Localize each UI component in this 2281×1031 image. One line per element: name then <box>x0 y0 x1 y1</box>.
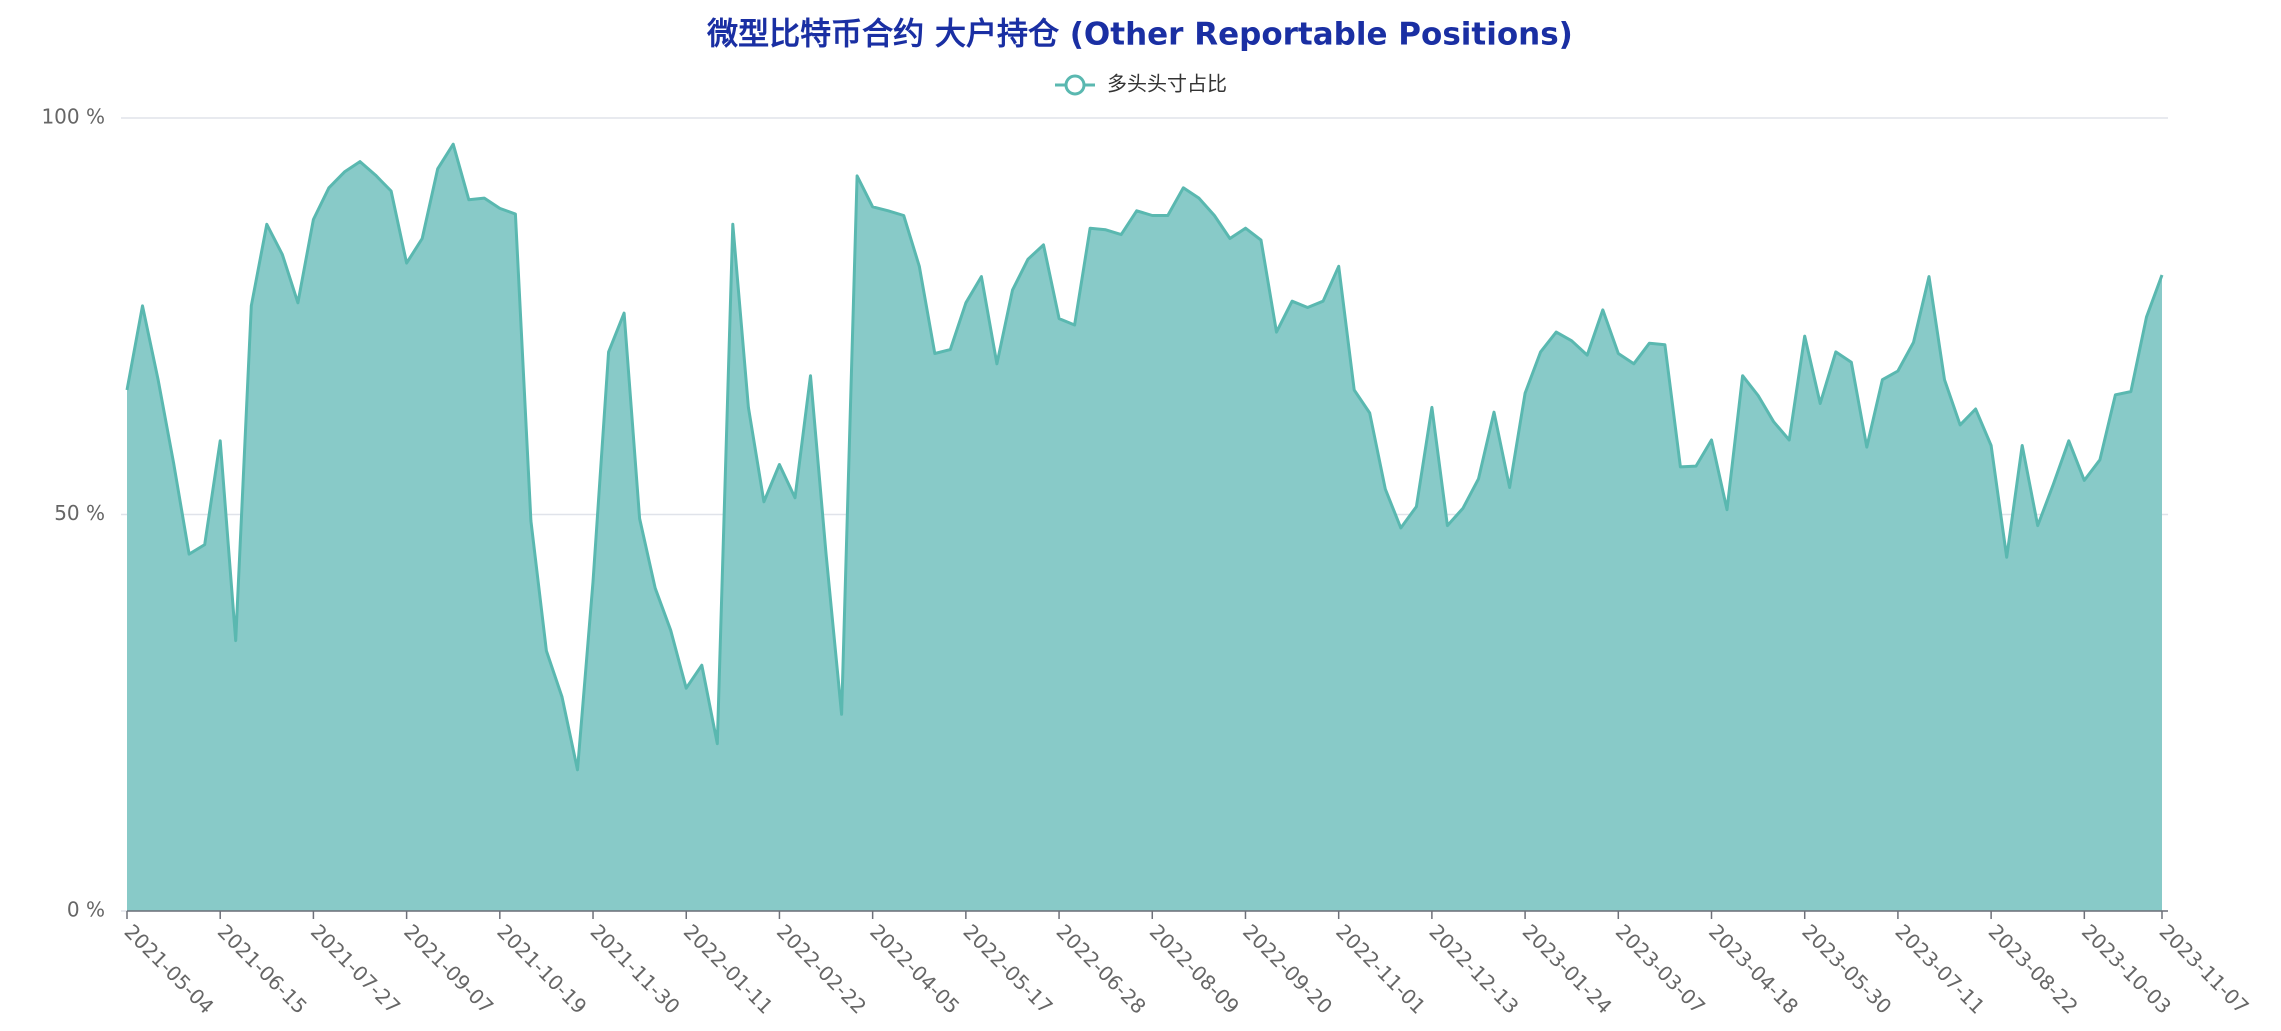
x-tick-label: 2021-11-30 <box>586 919 685 1018</box>
y-tick-label: 100 % <box>41 105 105 129</box>
x-tick-label: 2023-03-07 <box>1611 919 1710 1018</box>
line <box>125 142 2164 772</box>
x-tick-label: 2021-10-19 <box>492 919 591 1018</box>
chart-title: 微型比特币合约 大户持仓 (Other Reportable Positions… <box>706 17 1573 53</box>
x-tick-label: 2023-07-11 <box>1890 919 1989 1018</box>
x-tick-label: 2021-07-27 <box>306 919 405 1018</box>
x-tick-label: 2022-12-13 <box>1424 919 1523 1018</box>
area-fill <box>127 144 2162 911</box>
x-tick-label: 2021-05-04 <box>120 919 219 1018</box>
x-tick-label: 2022-11-01 <box>1331 919 1430 1018</box>
x-tick-label: 2023-08-22 <box>1984 919 2083 1018</box>
legend-marker <box>1064 74 1086 96</box>
x-tick-label: 2023-05-30 <box>1797 919 1896 1018</box>
x-tick-label: 2022-09-20 <box>1238 919 1337 1018</box>
y-tick-label: 50 % <box>54 501 105 525</box>
x-tick-label: 2023-04-18 <box>1704 919 1803 1018</box>
y-tick-label: 0 % <box>67 898 105 922</box>
x-tick-label: 2021-09-07 <box>399 919 498 1018</box>
x-tick-label: 2022-06-28 <box>1052 919 1151 1018</box>
x-tick-label: 2022-04-05 <box>865 919 964 1018</box>
x-tick-label: 2022-05-17 <box>958 919 1057 1018</box>
x-tick-label: 2021-06-15 <box>213 919 312 1018</box>
x-tick-label: 2022-08-09 <box>1145 919 1244 1018</box>
x-tick-label: 2023-01-24 <box>1518 919 1617 1018</box>
legend-label: 多头头寸占比 <box>1107 72 1227 96</box>
x-tick-label: 2022-02-22 <box>772 919 871 1018</box>
x-tick-label: 2022-01-11 <box>679 919 778 1018</box>
